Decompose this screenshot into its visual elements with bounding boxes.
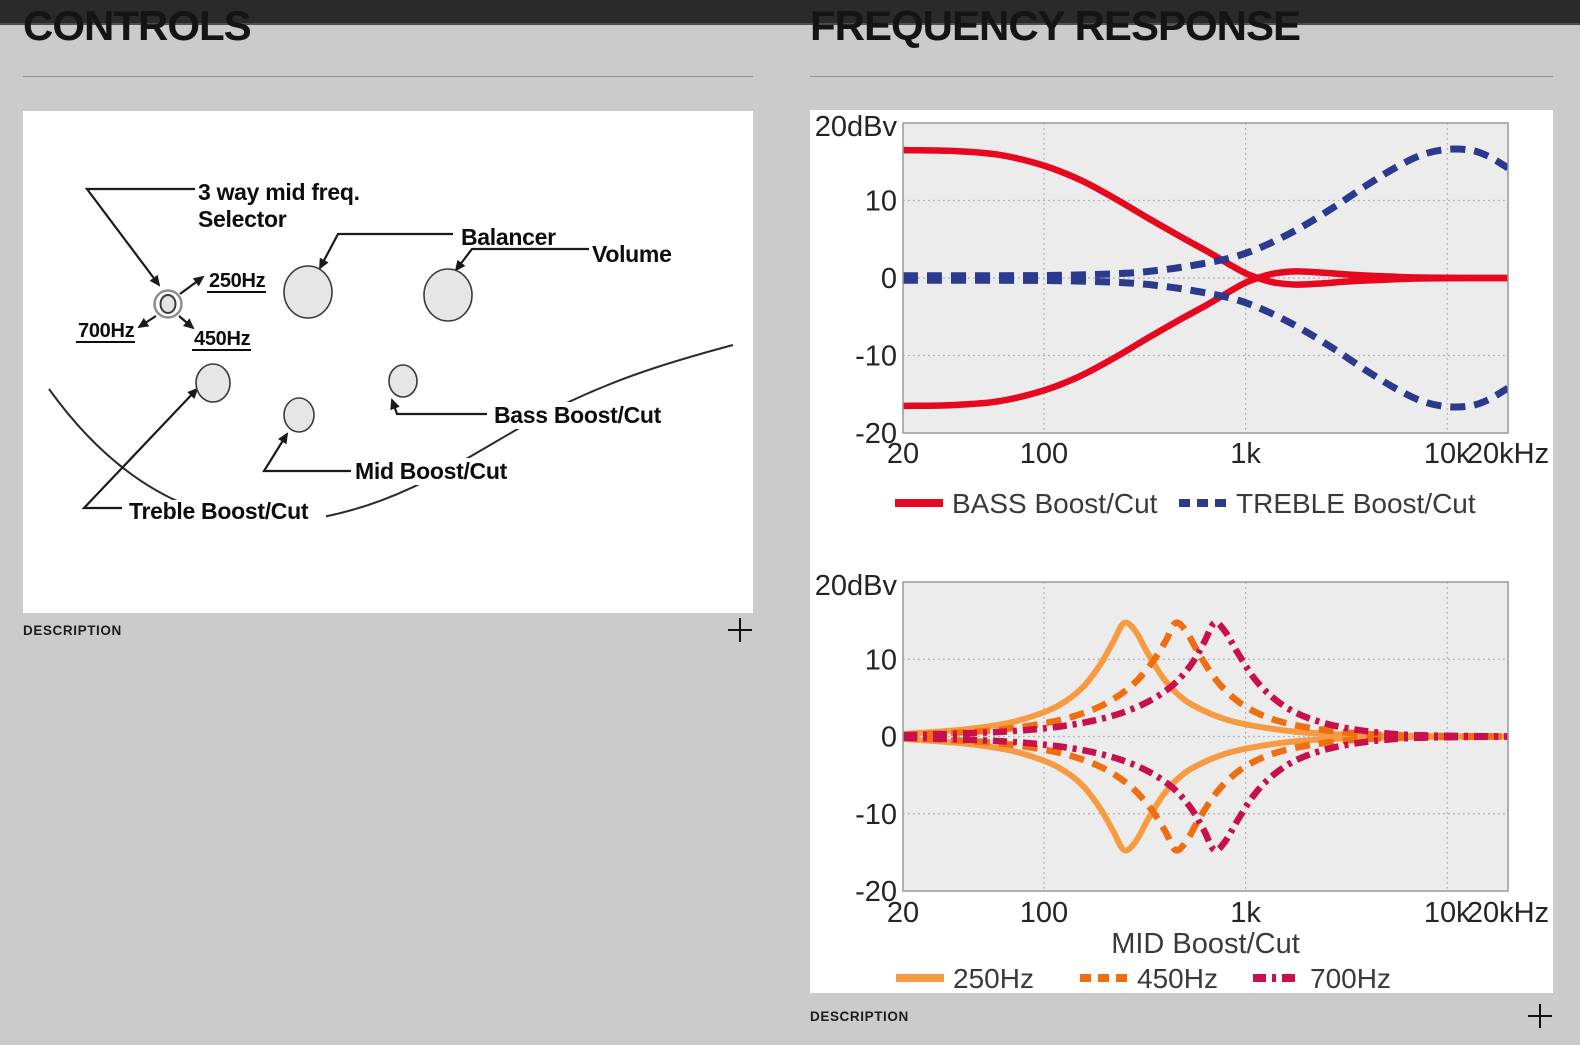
top-nav-bar	[0, 0, 1580, 25]
plus-icon[interactable]	[727, 617, 753, 643]
series-700hz-cut	[903, 733, 1508, 854]
y-tick-label: 0	[881, 263, 897, 295]
series-700hz-boost	[903, 619, 1508, 740]
bass-knob	[388, 364, 418, 398]
x-tick-label: 20	[887, 438, 919, 470]
x-tick-label: 1k	[1230, 438, 1261, 470]
y-tick-label: 10	[865, 644, 897, 676]
mid-callout-line	[262, 432, 351, 473]
mid-knob	[283, 397, 315, 433]
bass-callout-line	[390, 398, 487, 416]
balancer-callout-line	[319, 232, 453, 270]
series-bass-cut	[903, 268, 1508, 410]
treble-knob	[195, 363, 231, 403]
bass-label-plate	[488, 402, 678, 429]
y-tick-label: 0	[881, 722, 897, 754]
frequency-response-panel: 20dBv 10 0 -10 -20 20 100 1k 10k 20kHz BASS Boost/…	[810, 110, 1553, 994]
series-450hz-boost	[903, 619, 1508, 740]
series-treble-cut	[903, 276, 1508, 411]
x-tick-label: 20	[887, 897, 919, 929]
selector-label-line1: 3 way mid freq.	[198, 179, 360, 205]
legend-label: BASS Boost/Cut	[952, 488, 1158, 519]
x-axis-title: MID Boost/Cut	[1111, 928, 1300, 960]
freq-700-arrow	[137, 315, 157, 329]
series-bass-boost	[903, 146, 1508, 288]
frequency-response-title: FREQUENCY RESPONSE	[810, 2, 1301, 49]
controls-description-row[interactable]: DESCRIPTION	[23, 614, 753, 646]
treble-callout-line	[81, 387, 199, 510]
mid-label: Mid Boost/Cut	[355, 458, 508, 484]
legend-label: 450Hz	[1137, 963, 1218, 993]
instrument-body-outline	[48, 344, 734, 524]
plot-border	[902, 122, 1509, 434]
volume-label: Volume	[592, 241, 672, 267]
legend-label: TREBLE Boost/Cut	[1236, 488, 1476, 519]
x-tick-label: 100	[1020, 438, 1068, 470]
frequency-response-description-row[interactable]: DESCRIPTION	[810, 1000, 1553, 1032]
x-tick-label: 1k	[1230, 897, 1261, 929]
x-tick-label: 20kHz	[1467, 897, 1549, 929]
freq-700-label: 700Hz	[78, 320, 135, 342]
treble-label: Treble Boost/Cut	[129, 498, 309, 524]
volume-callout-line	[454, 247, 589, 272]
controls-diagram: 3 way mid freq. Selector 250Hz 700Hz 450…	[48, 179, 734, 526]
series-250hz-cut	[903, 733, 1508, 854]
controls-panel: 3 way mid freq. Selector 250Hz 700Hz 450…	[23, 111, 753, 613]
plus-icon[interactable]	[1527, 1003, 1553, 1029]
controls-divider	[23, 76, 753, 77]
treble-label-plate	[126, 500, 326, 526]
y-tick-label: 10	[865, 186, 897, 218]
bass-label: Bass Boost/Cut	[494, 402, 662, 428]
y-unit-label: 20dBv	[815, 570, 898, 602]
mid-label-plate	[349, 458, 531, 485]
controls-description-label: DESCRIPTION	[23, 622, 122, 638]
y-tick-label: -20	[855, 418, 897, 450]
x-tick-label: 10k	[1424, 438, 1471, 470]
y-tick-label: -10	[855, 341, 897, 373]
y-unit-label: 20dBv	[815, 111, 898, 143]
series-treble-boost	[903, 145, 1508, 280]
freq-250-label: 250Hz	[209, 270, 266, 292]
freq-450-arrow	[178, 315, 195, 330]
frequency-response-divider	[810, 76, 1553, 77]
volume-knob	[423, 268, 473, 322]
x-tick-label: 20kHz	[1467, 438, 1549, 470]
legend-label: 700Hz	[1310, 963, 1391, 993]
series-250hz-boost	[903, 619, 1508, 740]
balancer-label: Balancer	[461, 224, 556, 250]
selector-callout-line	[84, 187, 195, 287]
selector-label-line2: Selector	[198, 206, 287, 232]
y-tick-label: -10	[855, 799, 897, 831]
freq-250-arrow	[179, 275, 205, 295]
freq-450-label: 450Hz	[194, 328, 251, 350]
balancer-knob	[283, 265, 333, 319]
y-tick-label: -20	[855, 876, 897, 908]
mid-freq-selector-knob-inner	[159, 294, 177, 314]
x-tick-label: 10k	[1424, 897, 1471, 929]
controls-title: CONTROLS	[23, 2, 252, 49]
legend-label: 250Hz	[953, 963, 1034, 993]
frequency-response-description-label: DESCRIPTION	[810, 1008, 909, 1024]
plot-border	[902, 581, 1509, 892]
series-450hz-cut	[903, 733, 1508, 854]
x-tick-label: 100	[1020, 897, 1068, 929]
